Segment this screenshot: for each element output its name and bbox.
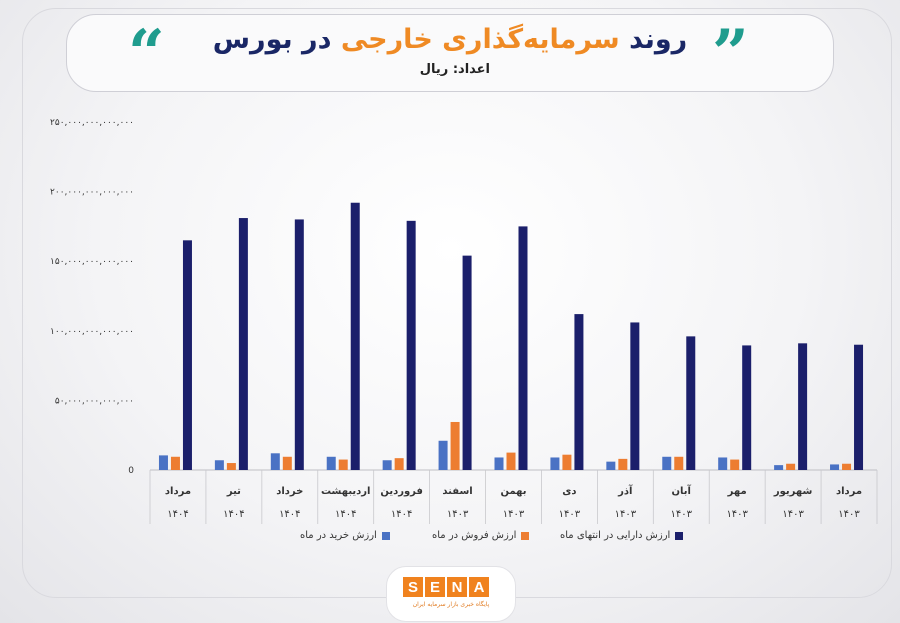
title-part-2: در بورس [212, 24, 341, 55]
logo-letter: A [469, 577, 489, 597]
x-tick-year: ۱۴۰۳ [782, 509, 804, 520]
x-tick-month: بهمن [500, 486, 526, 497]
legend-swatch-assets [675, 531, 684, 540]
x-tick-year: ۱۴۰۴ [279, 509, 300, 520]
y-tick-label: ۱۰۰,۰۰۰,۰۰۰,۰۰۰,۰۰۰ [50, 327, 134, 337]
x-tick-month: اردیبهشت [321, 486, 371, 497]
logo-tagline: پایگاه خبری بازار سرمایه ایران [412, 601, 490, 608]
bar-purchase [550, 457, 560, 470]
x-tick-year: ۱۴۰۴ [223, 509, 244, 520]
legend-label-sales: ارزش فروش در ماه [432, 530, 517, 541]
x-tick-year: ۱۴۰۳ [615, 509, 637, 520]
bar-assets [630, 322, 640, 470]
bar-assets [518, 226, 528, 470]
logo-letters: S E N A [403, 577, 489, 597]
chart-title: روند سرمایه‌گذاری خارجی در بورس [0, 24, 900, 55]
bar-assets [406, 220, 416, 470]
bar-assets [854, 344, 864, 470]
x-tick-month: مهر [727, 486, 747, 497]
x-tick-year: ۱۴۰۴ [391, 509, 412, 520]
legend-item-purchase: ارزش خرید در ماه [300, 530, 390, 541]
x-tick-month: شهریور [773, 486, 813, 497]
bar-assets [574, 314, 584, 470]
y-tick-label: ۱۵۰,۰۰۰,۰۰۰,۰۰۰,۰۰۰ [50, 257, 134, 267]
bar-purchase [382, 460, 392, 470]
x-tick-month: مرداد [165, 486, 191, 497]
bar-assets [742, 345, 752, 470]
x-tick-year: ۱۴۰۳ [447, 509, 469, 520]
bar-purchase [774, 465, 784, 470]
x-tick-month: فروردین [380, 486, 423, 497]
x-tick-month: آبان [672, 484, 692, 497]
title-part-1: روند [619, 24, 688, 55]
y-tick-label: ۲۵۰,۰۰۰,۰۰۰,۰۰۰,۰۰۰ [50, 118, 134, 128]
y-tick-label: ۵۰,۰۰۰,۰۰۰,۰۰۰,۰۰۰ [55, 396, 134, 406]
bar-sales [506, 452, 516, 470]
legend-label-purchase: ارزش خرید در ماه [300, 530, 377, 541]
bar-sales [450, 421, 460, 470]
bar-purchase [830, 464, 840, 470]
x-tick-month: آذر [617, 484, 633, 497]
bar-purchase [270, 453, 280, 470]
x-tick-year: ۱۴۰۳ [838, 509, 860, 520]
y-tick-label: ۲۰۰,۰۰۰,۰۰۰,۰۰۰,۰۰۰ [50, 188, 134, 198]
bar-sales [842, 463, 852, 470]
x-tick-year: ۱۴۰۳ [503, 509, 525, 520]
bar-purchase [438, 440, 448, 470]
bar-purchase [326, 456, 336, 470]
title-accent: سرمایه‌گذاری خارجی [340, 24, 620, 55]
bar-sales [338, 459, 348, 470]
bar-sales [674, 456, 684, 470]
legend-swatch-sales [521, 531, 530, 540]
bar-assets [686, 336, 696, 470]
bar-sales [226, 463, 236, 470]
bar-purchase [606, 461, 616, 470]
x-tick-month: اسفند [442, 486, 472, 497]
bar-purchase [158, 455, 168, 470]
x-tick-month: تیر [226, 486, 241, 497]
quote-open-icon: “ [128, 16, 165, 91]
unit-label: اعداد: ریال [419, 62, 490, 77]
bar-sales [618, 458, 628, 470]
x-tick-year: ۱۴۰۳ [726, 509, 748, 520]
legend-label-assets: ارزش دارایی در انتهای ماه [560, 530, 671, 541]
bar-purchase [214, 460, 224, 470]
logo-letter: N [447, 577, 467, 597]
bar-assets [462, 255, 472, 470]
x-tick-month: دی [562, 486, 576, 497]
logo-letter: S [403, 577, 423, 597]
bar-assets [238, 218, 248, 470]
x-tick-year: ۱۴۰۴ [335, 509, 356, 520]
bar-assets [350, 202, 360, 470]
bar-sales [562, 454, 572, 470]
x-tick-year: ۱۴۰۳ [559, 509, 581, 520]
bar-sales [394, 458, 404, 470]
x-tick-month: خرداد [276, 486, 303, 497]
bar-purchase [494, 457, 504, 470]
x-tick-month: مرداد [836, 486, 862, 497]
bar-assets [294, 219, 304, 470]
bar-assets [798, 343, 808, 470]
logo-letter: E [425, 577, 445, 597]
y-tick-label: 0 [128, 466, 134, 476]
x-tick-year: ۱۴۰۴ [167, 509, 188, 520]
legend-item-sales: ارزش فروش در ماه [432, 530, 530, 541]
legend-swatch-purchase [381, 531, 390, 540]
title-banner [66, 14, 834, 92]
bar-sales [730, 459, 740, 470]
bar-sales [282, 456, 292, 470]
bar-purchase [718, 457, 728, 470]
sena-logo: S E N A پایگاه خبری بازار سرمایه ایران [386, 566, 516, 622]
bar-sales [786, 463, 796, 470]
bar-purchase [662, 456, 672, 470]
legend-item-assets: ارزش دارایی در انتهای ماه [560, 530, 684, 541]
x-tick-year: ۱۴۰۳ [671, 509, 693, 520]
bar-assets [182, 240, 192, 470]
quote-close-icon: ” [712, 16, 749, 91]
bar-sales [170, 456, 180, 470]
